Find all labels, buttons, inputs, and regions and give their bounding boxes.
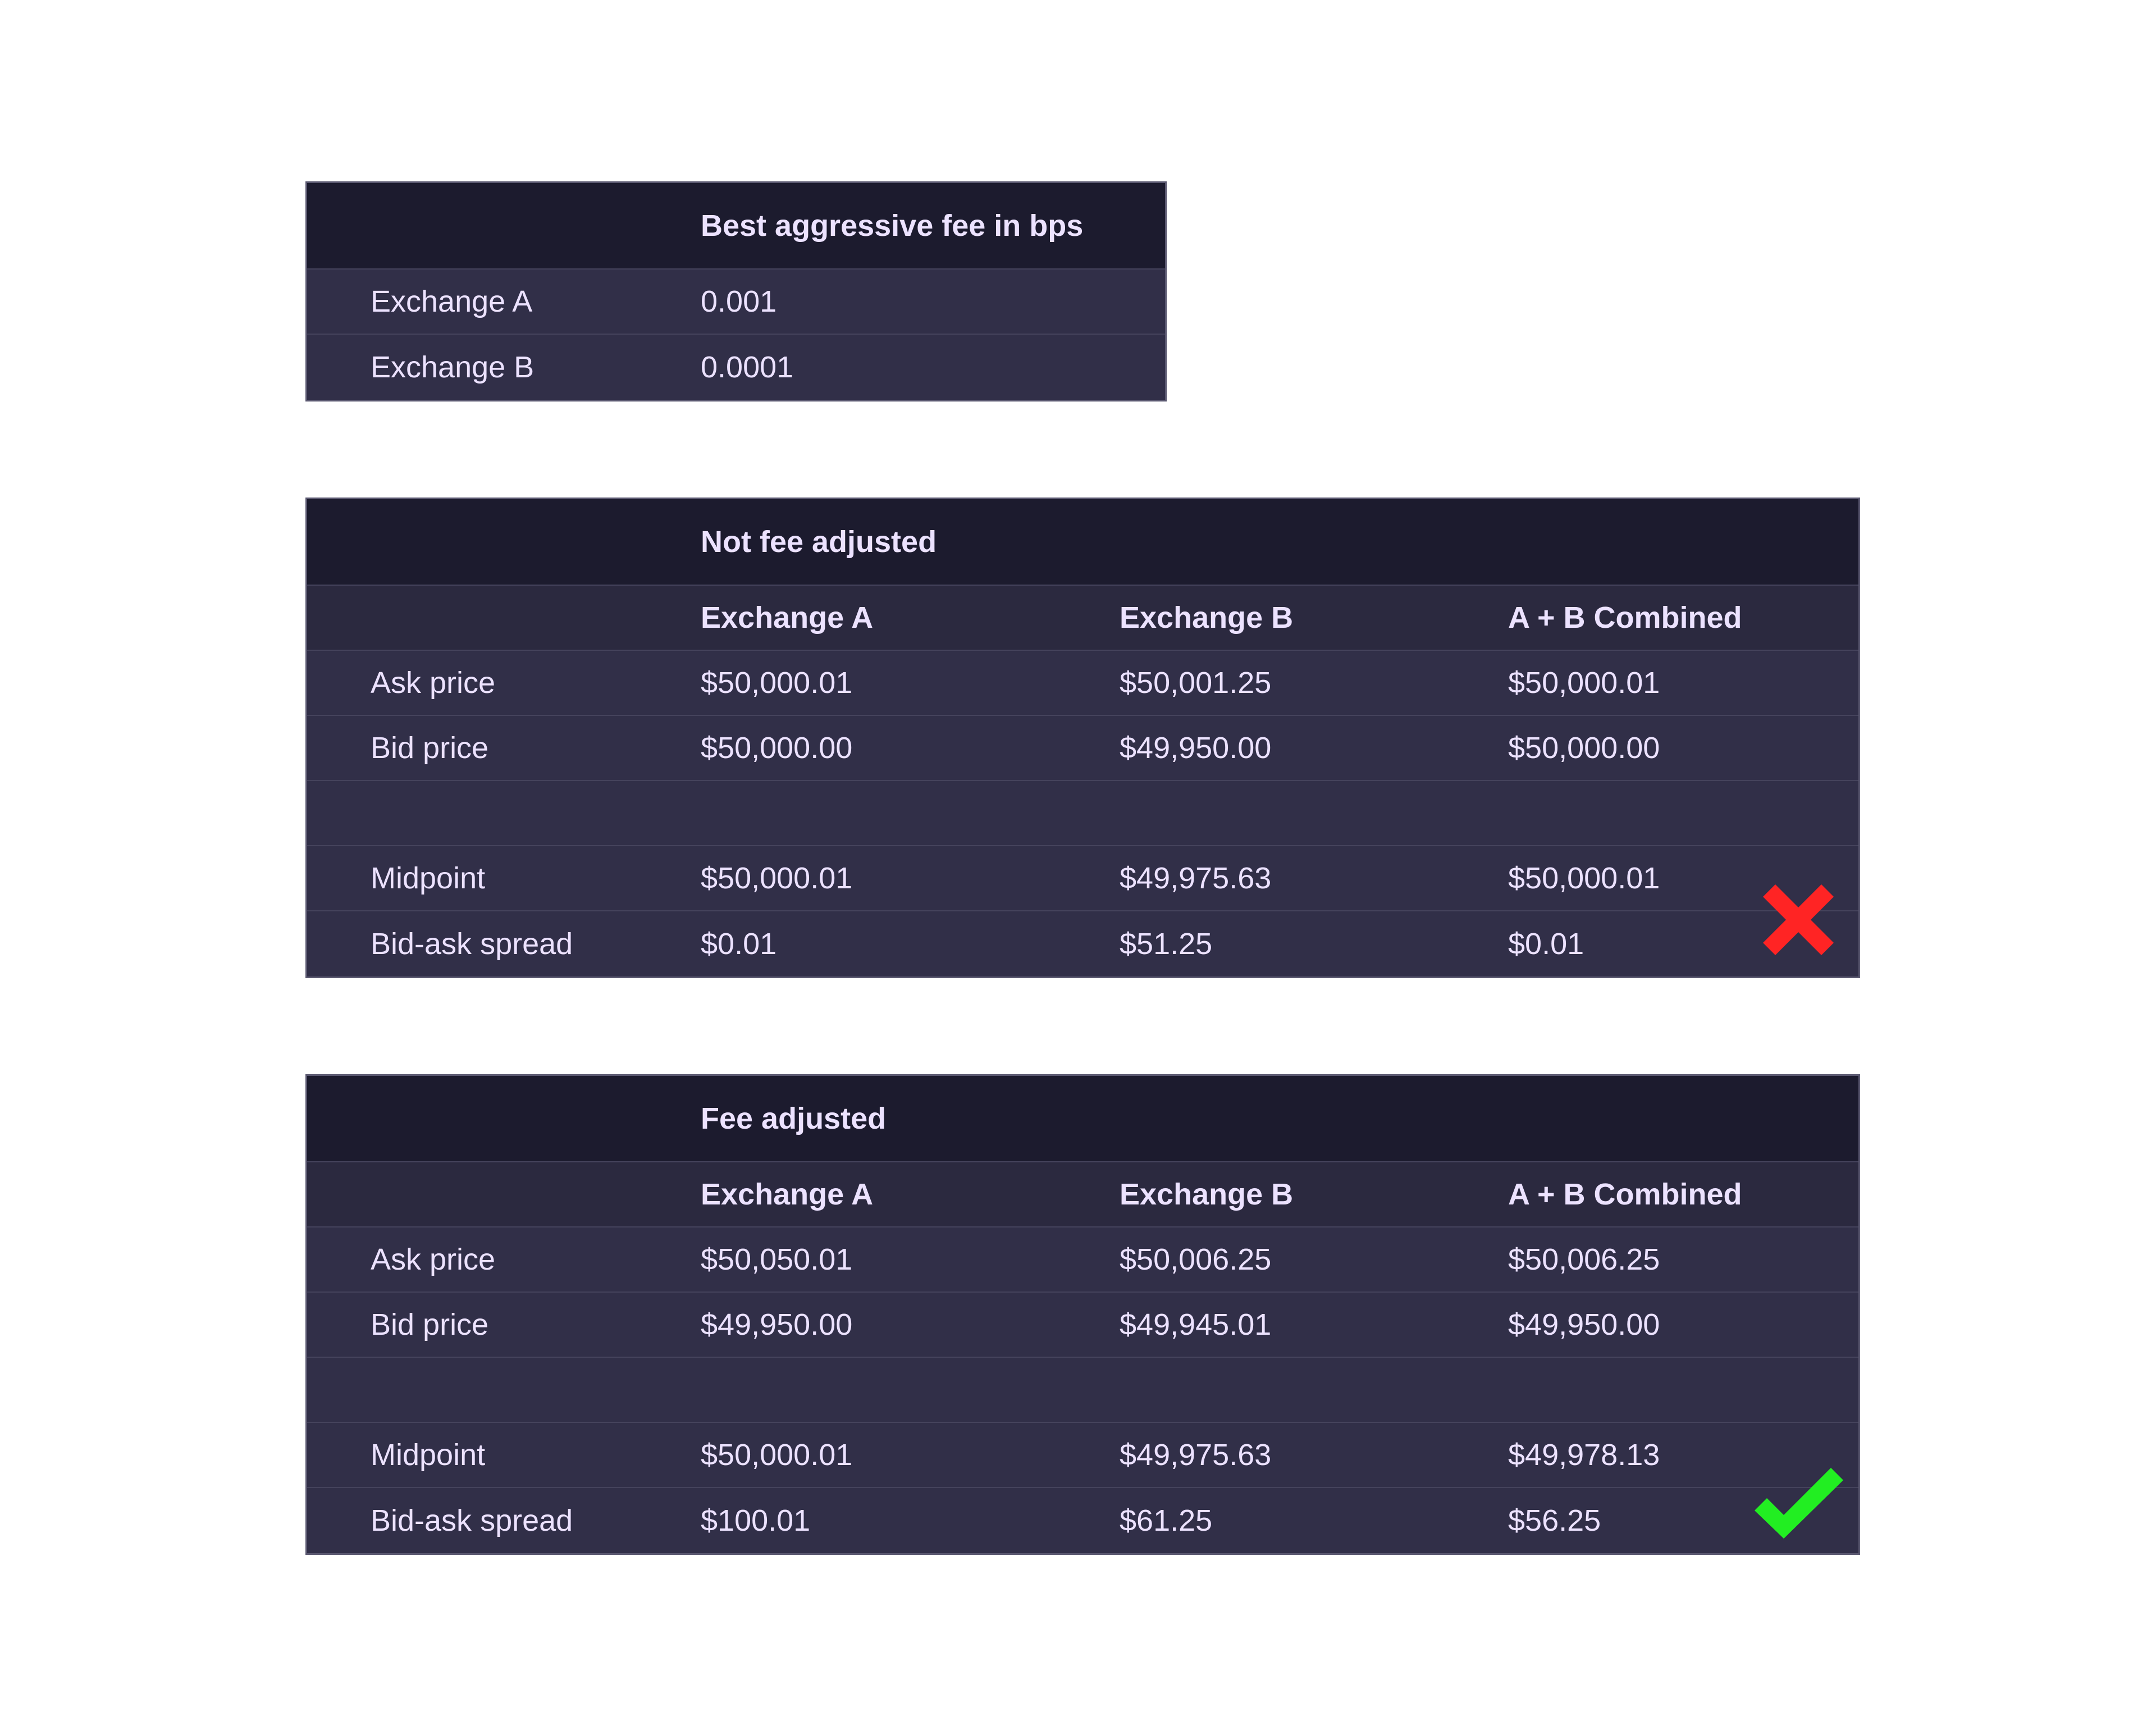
column-header: Exchange B [1120,1178,1294,1211]
cell-value: $50,000.01 [1508,666,1660,700]
row-label: Bid price [371,1308,489,1341]
table-row: Midpoint $50,000.01 $49,975.63 $49,978.13 [307,1423,1858,1488]
cell-value: $0.01 [1508,927,1584,961]
table-row: Bid-ask spread $100.01 $61.25 $56.25 [307,1488,1858,1553]
column-header: Exchange B [1120,601,1294,635]
cell-value: $49,975.63 [1120,861,1272,895]
row-value: 0.0001 [701,350,794,384]
cell-value: $100.01 [701,1504,811,1537]
cell-value: $50,000.00 [1508,731,1660,765]
row-label: Bid-ask spread [371,927,573,961]
table-header: Fee adjusted [307,1076,1858,1162]
cell-value: $50,006.25 [1120,1243,1272,1276]
column-header: Exchange A [701,1178,874,1211]
cell-value: $50,000.01 [701,666,853,700]
column-header: Exchange A [701,601,874,635]
fee-table-header: Best aggressive fee in bps [307,183,1165,270]
table-row [307,1358,1858,1423]
cell-value: $51.25 [1120,927,1213,961]
cell-value: $50,050.01 [701,1243,853,1276]
cell-value: $49,978.13 [1508,1438,1660,1472]
cell-value: $61.25 [1120,1504,1213,1537]
cell-value: $50,000.01 [701,861,853,895]
column-headers: Exchange A Exchange B A + B Combined [307,1162,1858,1227]
cell-value: $0.01 [701,927,777,961]
fee-adjusted-table: Fee adjusted Exchange A Exchange B A + B Co… [305,1074,1860,1555]
row-label: Exchange B [371,350,535,384]
cell-value: $49,945.01 [1120,1308,1272,1341]
column-headers: Exchange A Exchange B A + B Combined [307,586,1858,651]
check-icon [1755,1468,1843,1539]
row-label: Bid price [371,731,489,765]
cell-value: $50,000.01 [1508,861,1660,895]
row-label: Midpoint [371,861,486,895]
header-label: Best aggressive fee in bps [701,209,1084,243]
row-label: Ask price [371,666,496,700]
table-row: Ask price $50,000.01 $50,001.25 $50,000.01 [307,651,1858,716]
table-row: Bid price $50,000.00 $49,950.00 $50,000.00 [307,716,1858,781]
table-row: Midpoint $50,000.01 $49,975.63 $50,000.01 [307,846,1858,911]
table-header: Not fee adjusted [307,499,1858,586]
not-fee-adjusted-table: Not fee adjusted Exchange A Exchange B A + … [305,498,1860,978]
table-row: Bid-ask spread $0.01 $51.25 $0.01 [307,911,1858,976]
column-header: A + B Combined [1508,601,1742,635]
fee-table: Best aggressive fee in bps Exchange A 0.… [305,181,1167,401]
cell-value: $50,006.25 [1508,1243,1660,1276]
cell-value: $50,000.00 [701,731,853,765]
row-label: Bid-ask spread [371,1504,573,1537]
row-value: 0.001 [701,285,777,318]
cell-value: $49,975.63 [1120,1438,1272,1472]
cell-value: $49,950.00 [701,1308,853,1341]
column-header: A + B Combined [1508,1178,1742,1211]
cell-value: $50,001.25 [1120,666,1272,700]
cell-value: $49,950.00 [1120,731,1272,765]
cell-value: $56.25 [1508,1504,1601,1537]
table-row: Exchange A 0.001 [307,270,1165,335]
table-row: Exchange B 0.0001 [307,335,1165,400]
header-label: Fee adjusted [701,1102,887,1135]
cell-value: $50,000.01 [701,1438,853,1472]
row-label: Midpoint [371,1438,486,1472]
cell-value: $49,950.00 [1508,1308,1660,1341]
cross-icon [1763,884,1834,955]
row-label: Ask price [371,1243,496,1276]
header-label: Not fee adjusted [701,525,937,559]
table-row: Bid price $49,950.00 $49,945.01 $49,950.00 [307,1293,1858,1358]
table-row [307,781,1858,846]
table-row: Ask price $50,050.01 $50,006.25 $50,006.25 [307,1227,1858,1293]
row-label: Exchange A [371,285,533,318]
